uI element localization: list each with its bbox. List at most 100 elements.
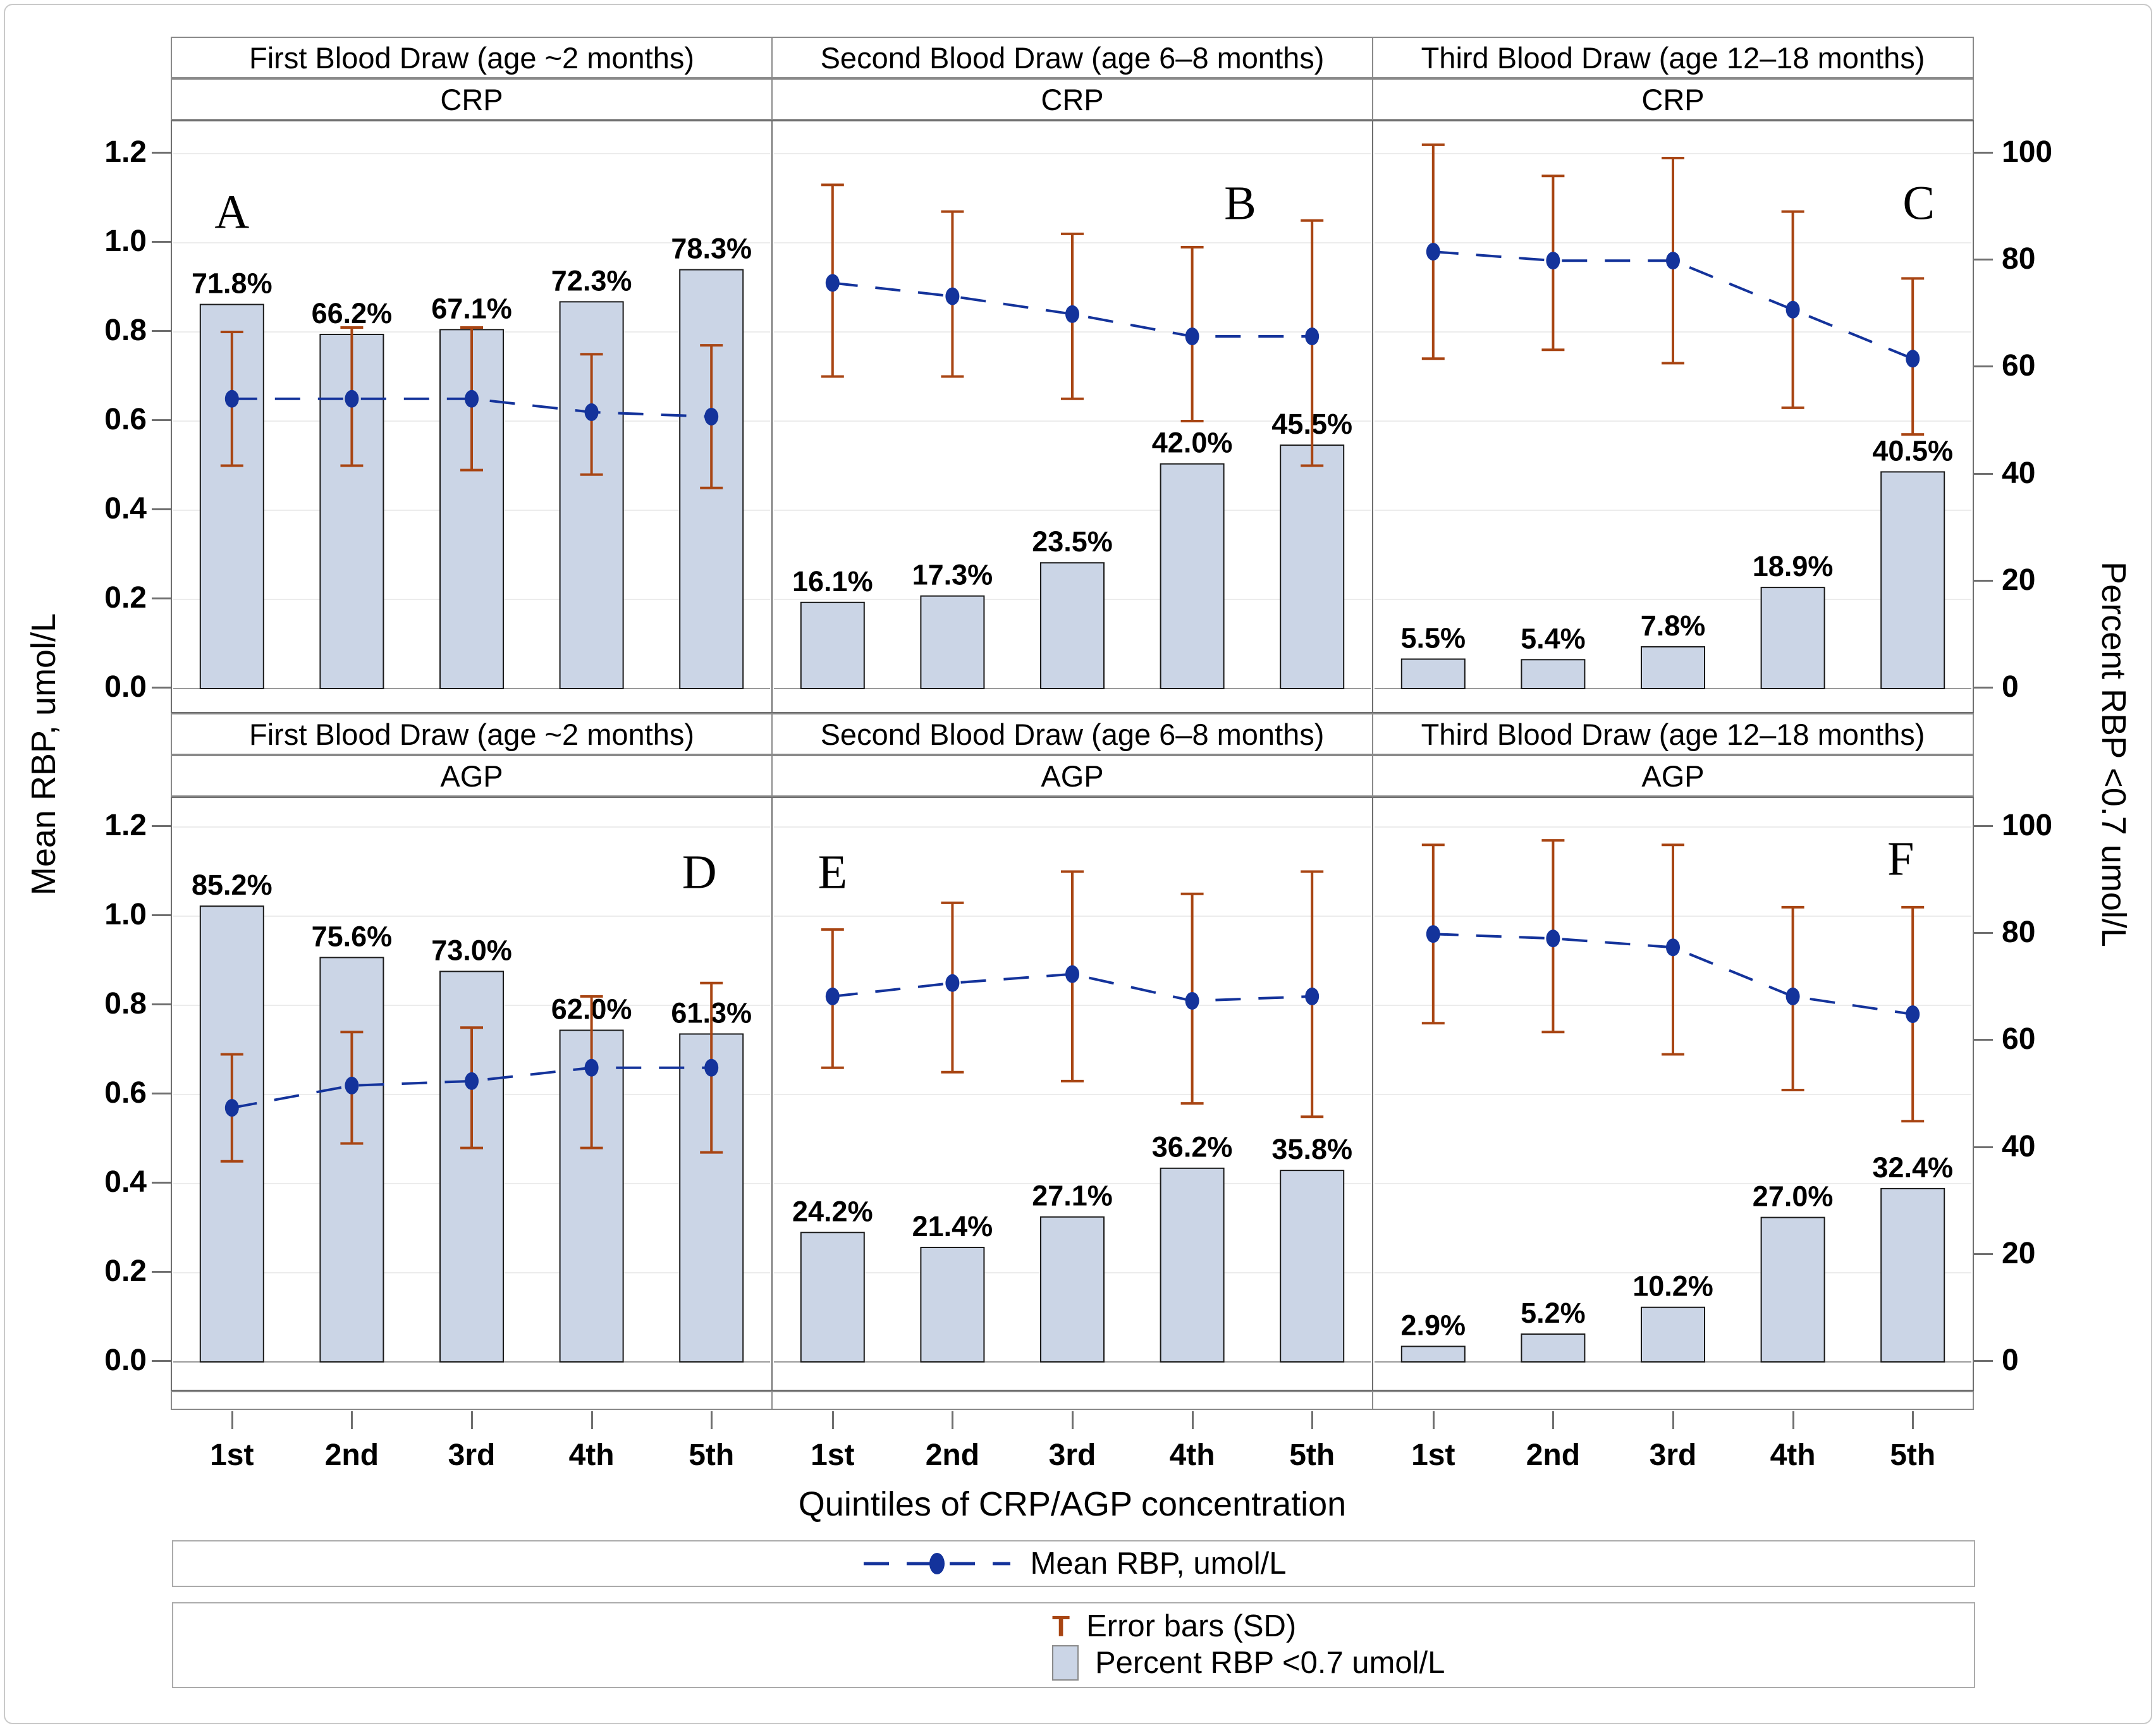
bar-E-1st — [800, 1232, 865, 1363]
panel-F-plot: 2.9% 5.2% 10.2% 27.0% 32.4% F — [1375, 826, 1971, 1363]
panel-A: 71.8% 66.2% 67.1% 72.3% 78.3% A — [171, 120, 773, 713]
column-header-E: Second Blood Draw (age 6–8 months) — [771, 713, 1373, 755]
bar-label-A-2nd: 66.2% — [312, 297, 393, 329]
bar-label-E-2nd: 21.4% — [912, 1210, 993, 1242]
mean-dot-D-2nd — [345, 1076, 359, 1094]
y-right-tickmark — [1974, 1253, 1993, 1255]
x-axis-title: Quintiles of CRP/AGP concentration — [798, 1485, 1347, 1523]
panel-F: 2.9% 5.2% 10.2% 27.0% 32.4% F — [1372, 797, 1974, 1391]
bar-E-5th — [1280, 1170, 1345, 1363]
bar-E-4th — [1160, 1167, 1225, 1363]
y-right-tick-label-100: 100 — [2002, 809, 2053, 842]
bar-label-B-1st: 16.1% — [792, 565, 873, 597]
y-left-tickmark — [152, 1182, 171, 1184]
mean-dot-D-1st — [224, 1099, 239, 1117]
x-tick-label-2nd: 2nd — [925, 1438, 980, 1472]
y-left-tick-label-0.0: 0.0 — [104, 1344, 147, 1377]
panel-letter-C: C — [1902, 177, 1935, 230]
mean-dot-A-2nd — [345, 389, 359, 408]
x-tick-label-1st: 1st — [210, 1438, 254, 1472]
bar-F-1st — [1400, 1345, 1466, 1363]
mean-dot-B-4th — [1185, 328, 1199, 346]
mean-dot-E-4th — [1185, 991, 1199, 1010]
bar-label-A-1st: 71.8% — [192, 267, 273, 300]
y-right-tick-label-0: 0 — [2002, 670, 2019, 704]
x-tick-label-2nd: 2nd — [324, 1438, 379, 1472]
bar-label-A-3rd: 67.1% — [431, 292, 512, 324]
legend-percent-label: Percent RBP <0.7 umol/L — [1095, 1646, 1445, 1680]
bar-label-E-1st: 24.2% — [792, 1195, 873, 1227]
y-left-tickmark — [152, 1271, 171, 1273]
bar-label-C-5th: 40.5% — [1872, 434, 1953, 467]
y-right-tickmark — [1974, 1039, 1993, 1041]
x-axis-strip — [771, 1391, 1373, 1410]
y-right-tickmark — [1974, 825, 1993, 827]
y-right-axis-title: Percent RBP <0.7 umol/L — [2095, 561, 2133, 947]
mean-line — [832, 972, 1313, 1002]
x-tickmark — [1432, 1411, 1435, 1429]
mean-dot-C-5th — [1906, 350, 1920, 368]
panel-letter-F: F — [1887, 832, 1914, 885]
mean-dot-B-5th — [1305, 328, 1320, 346]
bar-label-E-3rd: 27.1% — [1032, 1180, 1113, 1212]
x-tickmark — [1072, 1411, 1074, 1429]
y-left-tick-label-0.4: 0.4 — [104, 1165, 147, 1199]
x-tickmark — [591, 1411, 593, 1429]
y-right-tick-label-40: 40 — [2002, 1129, 2036, 1163]
y-left-tick-label-0.0: 0.0 — [104, 670, 147, 704]
y-left-tick-label-0.2: 0.2 — [104, 1254, 147, 1288]
x-axis-strip — [1372, 1391, 1974, 1410]
bar-label-F-4th: 27.0% — [1753, 1180, 1834, 1213]
mean-dot-B-1st — [825, 274, 840, 292]
y-right-tick-label-0: 0 — [2002, 1344, 2019, 1377]
column-header-D: First Blood Draw (age ~2 months) — [171, 713, 773, 755]
column-header-C: Third Blood Draw (age 12–18 months) — [1372, 37, 1974, 78]
y-left-tick-label-0.6: 0.6 — [104, 403, 147, 436]
x-tick-label-5th: 5th — [1289, 1438, 1335, 1472]
mean-dot-E-3rd — [1065, 965, 1079, 983]
bar-E-2nd — [920, 1246, 985, 1363]
panel-E: 24.2% 21.4% 27.1% 36.2% 35.8% E — [771, 797, 1373, 1391]
y-left-tickmark — [152, 825, 171, 827]
y-left-tick-label-0.4: 0.4 — [104, 492, 147, 525]
group-header-D: AGP — [171, 755, 773, 797]
bar-B-4th — [1160, 463, 1225, 689]
mean-rbp-line-sample-icon — [863, 1553, 1010, 1574]
y-left-tickmark — [152, 597, 171, 599]
y-right-tickmark — [1974, 365, 1993, 368]
mean-dot-C-4th — [1785, 300, 1800, 319]
legend-error-label: Error bars (SD) — [1086, 1609, 1297, 1643]
bar-F-3rd — [1641, 1306, 1705, 1363]
x-tickmark — [351, 1411, 353, 1429]
y-left-tickmark — [152, 1360, 171, 1362]
x-tickmark — [1912, 1411, 1914, 1429]
x-tick-label-3rd: 3rd — [1649, 1438, 1697, 1472]
y-left-tick-label-1.2: 1.2 — [104, 809, 147, 842]
y-right-tick-label-20: 20 — [2002, 1236, 2036, 1270]
y-left-tick-label-0.8: 0.8 — [104, 314, 147, 347]
x-tick-label-4th: 4th — [568, 1438, 615, 1472]
x-tickmark — [471, 1411, 473, 1429]
y-left-tick-label-1.0: 1.0 — [104, 898, 147, 931]
bar-swatch-icon — [1052, 1645, 1079, 1681]
y-left-tickmark — [152, 1093, 171, 1094]
y-right-tickmark — [1974, 932, 1993, 934]
bar-C-2nd — [1521, 659, 1586, 689]
panel-E-plot: 24.2% 21.4% 27.1% 36.2% 35.8% E — [774, 826, 1371, 1363]
x-tickmark — [1191, 1411, 1194, 1429]
y-right-tick-label-80: 80 — [2002, 242, 2036, 276]
panel-B: 16.1% 17.3% 23.5% 42.0% 45.5% B — [771, 120, 1373, 713]
panel-letter-D: D — [682, 846, 717, 899]
mean-dot-C-3rd — [1666, 252, 1680, 270]
mean-dot-A-3rd — [465, 389, 479, 408]
x-tick-label-5th: 5th — [1890, 1438, 1936, 1472]
x-tickmark — [711, 1411, 713, 1429]
x-tickmark — [1792, 1411, 1794, 1429]
bar-label-B-3rd: 23.5% — [1032, 525, 1113, 558]
bar-F-2nd — [1521, 1333, 1586, 1363]
mean-dot-C-2nd — [1546, 252, 1560, 270]
column-header-F: Third Blood Draw (age 12–18 months) — [1372, 713, 1974, 755]
bar-label-C-2nd: 5.4% — [1521, 622, 1586, 654]
bar-label-A-5th: 78.3% — [671, 233, 752, 265]
bar-label-B-4th: 42.0% — [1152, 427, 1233, 459]
